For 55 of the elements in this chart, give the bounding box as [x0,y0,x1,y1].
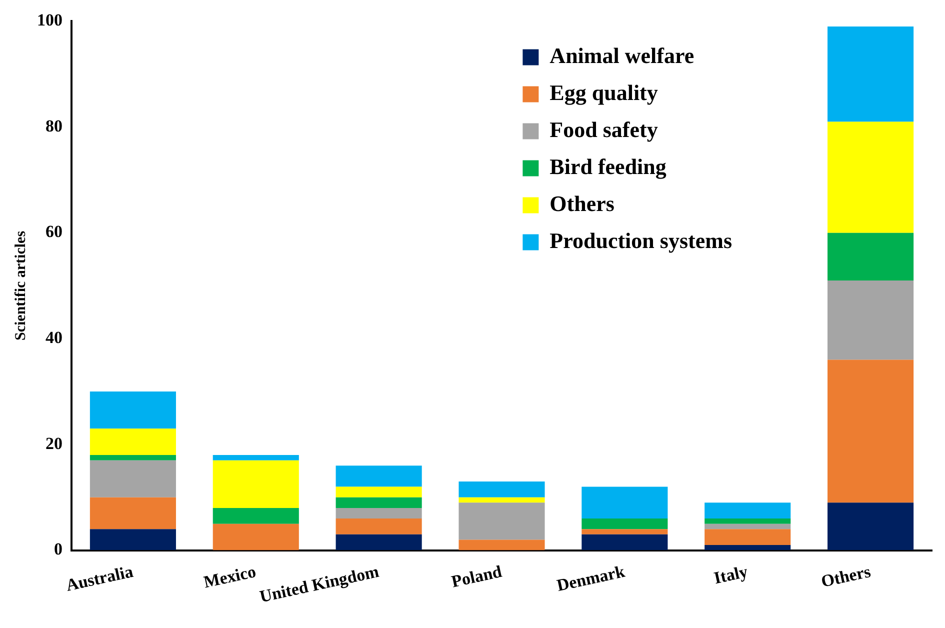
bar [336,497,422,508]
x-tick-label: United Kingdom [258,562,381,606]
bar [458,502,545,540]
y-tick-label: 40 [46,328,62,348]
bar [336,466,422,487]
bar [336,534,422,550]
x-tick-label: Others [819,562,873,592]
x-tick-label: Australia [64,562,136,595]
bar [704,529,791,545]
bar [704,544,791,550]
bar [458,540,545,550]
bar [704,518,791,524]
bar [90,497,176,530]
bar [704,502,791,519]
bar [336,518,422,534]
legend-label: Bird feeding [550,154,666,179]
legend-label: Production systems [550,228,732,253]
bar [828,26,914,122]
bar [212,460,299,508]
bar [582,529,668,534]
bar [828,122,914,233]
legend-label: Others [550,190,615,216]
bar [90,428,176,456]
bar [90,392,176,429]
bar [336,508,422,519]
y-tick-label: 20 [46,434,62,453]
x-tick-label: Poland [450,562,504,592]
y-tick-label: 60 [46,222,62,242]
bar [828,360,914,503]
bar [458,481,545,498]
legend-label: Egg quality [550,80,658,105]
bar [582,534,668,550]
y-axis-title: Scientific articles [12,230,29,341]
bar [212,508,299,524]
y-tick-label: 0 [54,540,62,559]
bar [336,486,422,498]
bar [90,460,176,498]
bar [828,280,914,360]
y-tick-label: 100 [37,10,62,30]
bar [828,232,914,280]
bar [458,497,545,503]
x-tick-label: Italy [712,562,750,588]
y-tick-label: 80 [46,116,62,136]
bar [582,486,668,519]
x-tick-label: Mexico [202,562,258,592]
bar [828,502,914,550]
bar [582,518,668,530]
legend-label: Animal welfare [550,42,694,68]
bar [90,529,176,550]
bar [90,455,176,460]
bar [212,455,299,460]
bar [704,524,791,530]
bar [212,524,299,550]
x-tick-label: Denmark [555,562,627,596]
legend-label: Food safety [550,116,658,142]
